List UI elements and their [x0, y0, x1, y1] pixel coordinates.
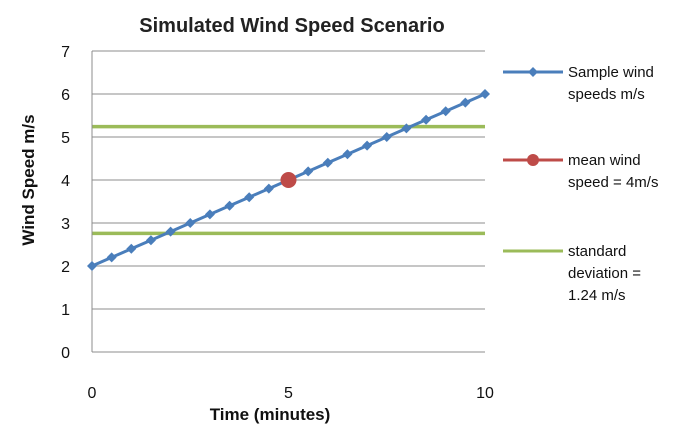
data-point [381, 132, 392, 142]
x-tick-label: 10 [476, 385, 494, 402]
data-point [145, 235, 156, 246]
legend-label: mean wind [568, 152, 641, 169]
y-tick-label: 3 [61, 216, 70, 233]
legend-label: Sample wind [568, 64, 654, 81]
data-point [263, 183, 274, 194]
y-tick-label: 7 [61, 44, 70, 61]
data-point [244, 192, 255, 203]
x-tick-label: 0 [88, 385, 97, 402]
y-tick-label: 5 [61, 130, 70, 147]
data-point [362, 140, 373, 151]
data-point [303, 166, 314, 177]
data-point [224, 200, 235, 211]
data-point [460, 97, 471, 108]
data-point [421, 114, 432, 125]
y-tick-label: 1 [61, 302, 70, 319]
x-tick-label: 5 [284, 385, 293, 402]
data-point [401, 123, 412, 134]
legend-label: speed = 4m/s [568, 174, 658, 191]
legend-label: deviation = [568, 265, 641, 282]
y-tick-label: 2 [61, 259, 70, 276]
legend-label: speeds m/s [568, 86, 645, 103]
legend-label: 1.24 m/s [568, 287, 626, 304]
x-axis-label: Time (minutes) [210, 405, 331, 424]
y-tick-label: 6 [61, 87, 70, 104]
chart-title: Simulated Wind Speed Scenario [139, 15, 444, 37]
data-point [87, 261, 97, 271]
mean-point [280, 172, 297, 188]
legend-label: standard [568, 243, 626, 260]
legend-marker-mean [527, 154, 539, 166]
data-point [106, 252, 117, 263]
data-point [185, 218, 196, 228]
y-tick-label: 4 [61, 173, 70, 190]
data-point [322, 157, 333, 168]
data-point [440, 106, 451, 117]
y-tick-label: 0 [61, 345, 70, 362]
y-axis-label: Wind Speed m/s [19, 114, 38, 245]
data-point [204, 209, 215, 220]
data-point [126, 243, 137, 254]
data-point [480, 89, 490, 99]
data-point [165, 226, 176, 237]
legend: Sample wind speeds m/s mean wind speed = 4m… [503, 64, 658, 304]
legend-marker-sample [528, 67, 538, 77]
data-point [342, 149, 353, 160]
